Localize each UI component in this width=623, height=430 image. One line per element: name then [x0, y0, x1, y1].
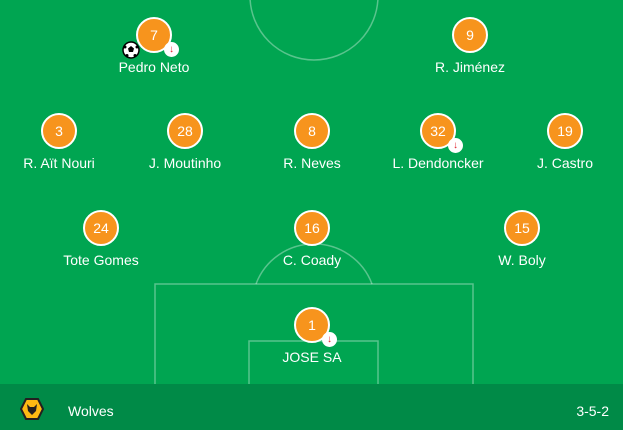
- shirt-number: 15: [504, 210, 540, 246]
- player-name: C. Coady: [282, 252, 342, 268]
- player-number: 28: [177, 123, 193, 139]
- shirt-number: 1 ↓: [294, 307, 337, 347]
- player-number: 1: [308, 317, 316, 333]
- shirt-number: 32 ↓: [420, 113, 463, 153]
- player[interactable]: 19 J. Castro: [505, 113, 623, 171]
- shirt-number: 24: [83, 210, 119, 246]
- player-name: JOSE SA: [282, 349, 342, 365]
- player-name: L. Dendoncker: [392, 155, 484, 171]
- shirt-number: 8: [294, 113, 330, 149]
- shirt-number: 19: [547, 113, 583, 149]
- wolves-crest-icon: [20, 398, 44, 420]
- team-name: Wolves: [68, 403, 114, 419]
- player[interactable]: 8 R. Neves: [252, 113, 372, 171]
- player-number: 3: [55, 123, 63, 139]
- player[interactable]: 9 R. Jiménez: [410, 17, 530, 75]
- player-name: Tote Gomes: [63, 252, 139, 268]
- player[interactable]: 28 J. Moutinho: [125, 113, 245, 171]
- player-number: 16: [304, 220, 320, 236]
- shirt-number: 7 ↓: [122, 17, 179, 59]
- substitution-off-icon: ↓: [448, 138, 463, 153]
- player-name: W. Boly: [498, 252, 546, 268]
- player[interactable]: 24 Tote Gomes: [41, 210, 161, 268]
- player[interactable]: 16 C. Coady: [252, 210, 372, 268]
- player-number: 7: [150, 27, 158, 43]
- player-number: 8: [308, 123, 316, 139]
- shirt-number: 16: [294, 210, 330, 246]
- player[interactable]: 15 W. Boly: [462, 210, 582, 268]
- player[interactable]: 32 ↓ L. Dendoncker: [378, 113, 498, 171]
- pitch: 7 ↓ Pedro Neto 9 R. Jiménez 3 R. Aït Nouri 28 J.…: [0, 0, 623, 384]
- player-number: 15: [514, 220, 530, 236]
- player-number: 19: [557, 123, 573, 139]
- goal-ball-icon: [122, 41, 140, 59]
- player-name: R. Jiménez: [434, 59, 506, 75]
- shirt-number: 9: [452, 17, 488, 53]
- player[interactable]: 1 ↓ JOSE SA: [252, 307, 372, 365]
- team-footer: Wolves 3-5-2: [0, 384, 623, 430]
- player-name: Pedro Neto: [118, 59, 190, 75]
- substitution-off-icon: ↓: [164, 42, 179, 57]
- player-name: R. Aït Nouri: [23, 155, 95, 171]
- player-number: 9: [466, 27, 474, 43]
- player-name: J. Moutinho: [148, 155, 222, 171]
- player[interactable]: 3 R. Aït Nouri: [0, 113, 119, 171]
- player[interactable]: 7 ↓ Pedro Neto: [94, 17, 214, 75]
- shirt-number: 28: [167, 113, 203, 149]
- player-name: R. Neves: [283, 155, 341, 171]
- player-name: J. Castro: [536, 155, 593, 171]
- player-number: 24: [93, 220, 109, 236]
- formation: 3-5-2: [576, 403, 609, 419]
- player-number: 32: [430, 123, 446, 139]
- shirt-number: 3: [41, 113, 77, 149]
- substitution-off-icon: ↓: [322, 332, 337, 347]
